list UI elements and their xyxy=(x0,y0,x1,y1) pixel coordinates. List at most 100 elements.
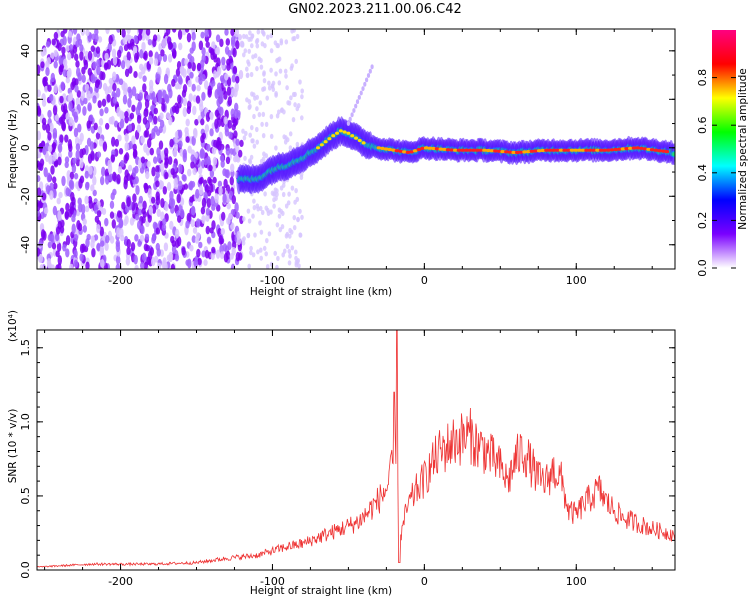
ridge-peak xyxy=(624,147,629,151)
noise-speck xyxy=(171,78,176,87)
ridge-peak xyxy=(584,148,589,152)
noise-speck xyxy=(65,248,70,258)
noise-speck xyxy=(51,38,56,46)
ridge-peak xyxy=(566,148,571,152)
noise-speck xyxy=(215,249,221,259)
noise-speck xyxy=(235,75,240,84)
noise-speck xyxy=(175,68,181,77)
noise-speck xyxy=(228,131,233,139)
ridge-peak xyxy=(438,147,444,151)
noise-speck xyxy=(93,122,98,131)
noise-speck xyxy=(160,197,165,209)
ridge-peak xyxy=(555,148,560,152)
ridge-peak xyxy=(628,146,633,150)
noise-speck xyxy=(123,44,129,52)
noise-speck xyxy=(211,80,216,87)
noise-speck xyxy=(206,143,211,152)
noise-speck xyxy=(232,118,237,128)
noise-speck xyxy=(230,222,235,230)
noise-speck xyxy=(145,29,151,36)
noise-speck xyxy=(289,229,294,235)
noise-speck xyxy=(257,112,262,118)
noise-speck xyxy=(164,171,169,180)
noise-speck xyxy=(185,220,190,229)
ridge-spur xyxy=(363,81,367,87)
noise-speck xyxy=(255,139,259,145)
noise-speck xyxy=(136,114,142,124)
noise-speck xyxy=(214,89,219,99)
noise-speck xyxy=(101,98,107,107)
noise-speck xyxy=(38,254,43,263)
noise-speck xyxy=(205,207,211,216)
noise-speck xyxy=(93,203,99,215)
ridge-peak xyxy=(522,150,527,154)
noise-speck xyxy=(259,57,263,64)
noise-speck xyxy=(76,220,81,230)
ridge-peak xyxy=(639,146,644,150)
noise-speck xyxy=(255,66,259,72)
noise-speck xyxy=(129,112,135,120)
noise-speck xyxy=(152,96,158,104)
noise-speck xyxy=(78,202,83,213)
noise-speck xyxy=(291,36,295,42)
noise-speck xyxy=(200,149,206,159)
noise-speck xyxy=(182,148,187,158)
noise-speck xyxy=(151,257,156,267)
noise-speck xyxy=(205,41,210,48)
noise-speck xyxy=(275,113,280,119)
noise-speck xyxy=(71,223,76,234)
ridge-spur xyxy=(348,116,352,122)
noise-speck xyxy=(210,195,215,207)
noise-speck xyxy=(250,43,254,49)
ridge-spur xyxy=(357,95,361,100)
noise-speck xyxy=(47,241,53,249)
noise-speck xyxy=(278,227,283,233)
noise-speck xyxy=(195,188,200,199)
noise-speck xyxy=(85,29,90,37)
noise-speck xyxy=(97,100,102,109)
noise-speck xyxy=(287,100,292,106)
ridge-peak xyxy=(478,148,484,152)
noise-speck xyxy=(55,232,60,242)
noise-speck xyxy=(227,96,232,107)
noise-speck xyxy=(280,107,284,113)
noise-speck xyxy=(208,178,213,186)
noise-speck xyxy=(131,104,136,113)
noise-speck xyxy=(266,34,270,40)
noise-speck xyxy=(152,232,157,241)
ridge-peak xyxy=(533,149,538,153)
noise-speck xyxy=(165,112,171,120)
noise-speck xyxy=(160,162,165,171)
noise-speck xyxy=(96,210,102,218)
noise-speck xyxy=(151,166,156,177)
noise-speck xyxy=(116,58,122,68)
noise-speck xyxy=(217,142,222,151)
noise-speck xyxy=(184,58,189,66)
noise-speck xyxy=(279,40,284,46)
noise-speck xyxy=(132,193,137,203)
noise-speck xyxy=(98,138,104,147)
noise-speck xyxy=(300,88,305,94)
noise-speck xyxy=(193,128,198,139)
noise-speck xyxy=(191,83,196,92)
noise-speck xyxy=(266,210,271,216)
noise-speck xyxy=(142,200,147,211)
noise-speck xyxy=(285,243,290,249)
noise-speck xyxy=(160,49,165,57)
noise-speck xyxy=(212,176,217,184)
ridge-peak xyxy=(540,148,546,153)
noise-speck xyxy=(114,138,120,147)
noise-speck xyxy=(292,225,297,231)
noise-speck xyxy=(225,156,231,165)
noise-speck xyxy=(284,39,289,45)
noise-speck xyxy=(108,34,113,45)
noise-speck xyxy=(72,157,77,164)
noise-speck xyxy=(297,263,301,269)
noise-speck xyxy=(91,247,96,258)
noise-speck xyxy=(72,44,78,54)
noise-speck xyxy=(141,41,146,52)
noise-speck xyxy=(112,97,118,104)
ridge-peak xyxy=(653,148,659,152)
noise-speck xyxy=(75,149,80,160)
noise-speck xyxy=(95,132,101,140)
